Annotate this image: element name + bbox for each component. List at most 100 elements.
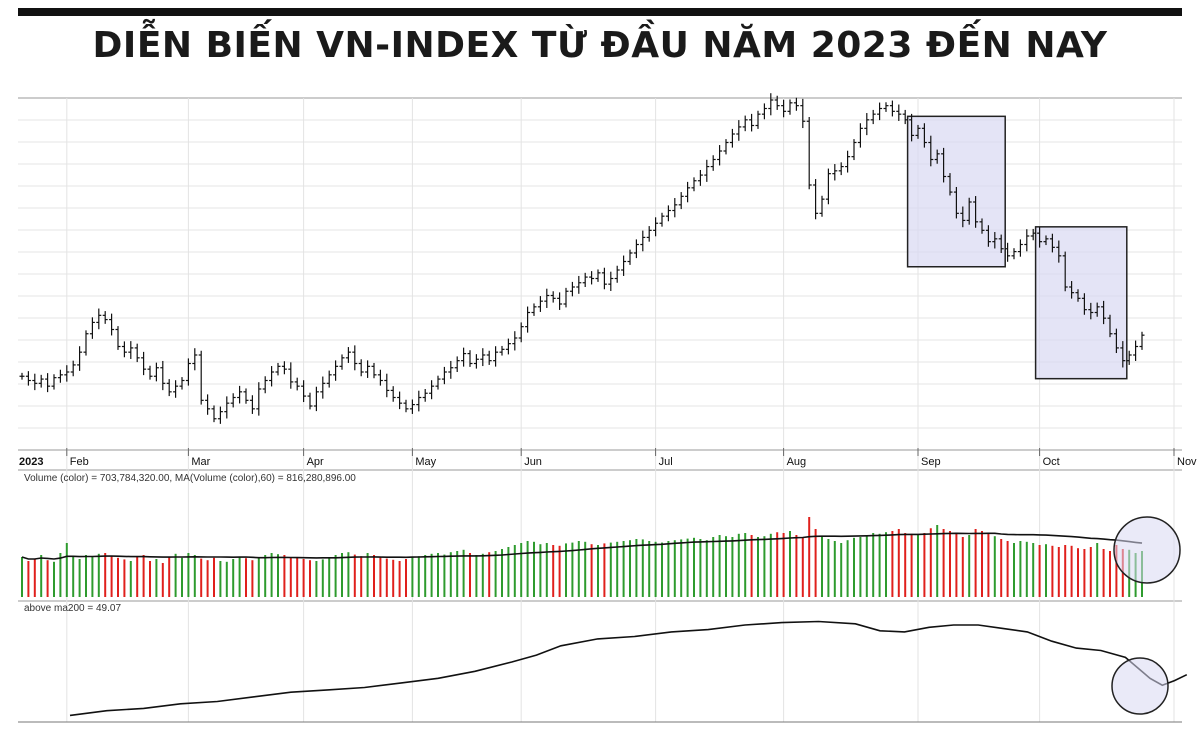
price-axis-labels: Feb Mar Apr May Jun Jul Aug Sep Oct Nov: [66, 448, 1197, 468]
price-bar: [1107, 314, 1113, 338]
price-bar: [582, 272, 588, 287]
price-bar: [800, 98, 806, 129]
price-bar: [691, 177, 697, 192]
price-bar: [121, 341, 127, 358]
price-bar: [1017, 239, 1023, 257]
price-bar: [563, 287, 569, 308]
price-bar: [966, 197, 972, 225]
price-bar: [173, 380, 179, 398]
price-bar: [307, 392, 313, 410]
price-bar: [243, 388, 249, 404]
price-bar: [710, 155, 716, 171]
month-label: Jul: [659, 456, 673, 468]
price-bar: [205, 394, 211, 415]
price-bar: [109, 313, 115, 336]
price-bar: [77, 346, 83, 371]
x-axis-start-label: 2023: [19, 456, 43, 468]
price-bar: [1049, 233, 1055, 253]
price-bar: [326, 370, 332, 388]
price-bar: [979, 218, 985, 234]
price-bar: [345, 347, 351, 363]
price-bar: [601, 267, 607, 290]
price-bar: [339, 354, 345, 370]
price-bar: [998, 234, 1004, 253]
price-bar: [179, 377, 185, 390]
price-bar: [224, 396, 230, 419]
price-bar: [19, 372, 25, 380]
price-bar: [589, 271, 595, 285]
price-bar: [774, 95, 780, 110]
price-bar: [313, 386, 319, 412]
price-bar: [717, 145, 723, 166]
price-bar: [365, 360, 371, 378]
price-bar: [237, 385, 243, 404]
month-label: Oct: [1043, 456, 1060, 468]
price-bar: [1030, 228, 1036, 241]
volume-highlight-circle: [1113, 516, 1181, 584]
price-bar: [1081, 293, 1087, 315]
price-bar: [1069, 281, 1075, 299]
price-bar: [646, 226, 652, 242]
price-bar: [185, 358, 191, 386]
price-bar: [390, 386, 396, 402]
price-bar: [704, 159, 710, 182]
month-label: Nov: [1177, 456, 1197, 468]
price-bar: [1043, 235, 1049, 246]
price-bar: [1062, 251, 1068, 292]
price-bar: [832, 164, 838, 181]
price-bar: [1094, 302, 1100, 317]
month-label: Jun: [524, 456, 542, 468]
price-bar: [845, 150, 851, 173]
price-bar: [921, 123, 927, 148]
price-bar: [448, 360, 454, 379]
price-bar: [141, 351, 147, 376]
price-bar: [352, 345, 358, 371]
price-bar: [281, 361, 287, 375]
price-bar: [256, 382, 262, 416]
price-bar: [230, 393, 236, 408]
price-bar: [1037, 227, 1043, 248]
price-bar: [64, 365, 70, 382]
price-bar: [621, 255, 627, 276]
month-label: Apr: [307, 456, 324, 468]
price-bar: [947, 173, 953, 196]
price-bar: [518, 322, 524, 343]
price-bar: [806, 117, 812, 190]
price-bar: [45, 373, 51, 393]
price-bar: [825, 168, 831, 205]
price-bar: [793, 97, 799, 111]
price-bar: [358, 359, 364, 377]
price-bar: [902, 109, 908, 125]
price-bar: [499, 345, 505, 356]
price-bar: [665, 205, 671, 222]
price-bar: [1133, 340, 1139, 361]
price-bar: [595, 269, 601, 282]
price-bar: [659, 212, 665, 227]
price-bar: [96, 308, 102, 330]
price-bar: [32, 373, 38, 391]
volume-bars: [21, 517, 1143, 597]
price-bar: [768, 93, 774, 116]
price-bar: [333, 360, 339, 381]
price-bar: [70, 360, 76, 377]
volume-ma-path: [21, 532, 1143, 560]
price-bar: [819, 195, 825, 217]
price-bar: [192, 348, 198, 371]
ma200-path: [69, 620, 1188, 717]
price-bar: [749, 113, 755, 132]
price-bar: [537, 296, 543, 312]
ma200-highlight-circle: [1111, 657, 1169, 715]
price-bar: [1139, 331, 1145, 350]
price-bar: [544, 288, 550, 308]
price-bar: [934, 149, 940, 164]
price-bar: [134, 343, 140, 363]
price-bar: [697, 169, 703, 186]
price-bar: [742, 115, 748, 132]
price-bar: [557, 292, 563, 310]
month-label: Sep: [921, 456, 941, 468]
price-bar: [787, 99, 793, 115]
price-highlight-boxes: [906, 115, 1128, 380]
price-bar: [941, 147, 947, 183]
price-bar: [1113, 328, 1119, 354]
page-title: DIỄN BIẾN VN-INDEX TỪ ĐẦU NĂM 2023 ĐẾN N…: [92, 25, 1108, 66]
